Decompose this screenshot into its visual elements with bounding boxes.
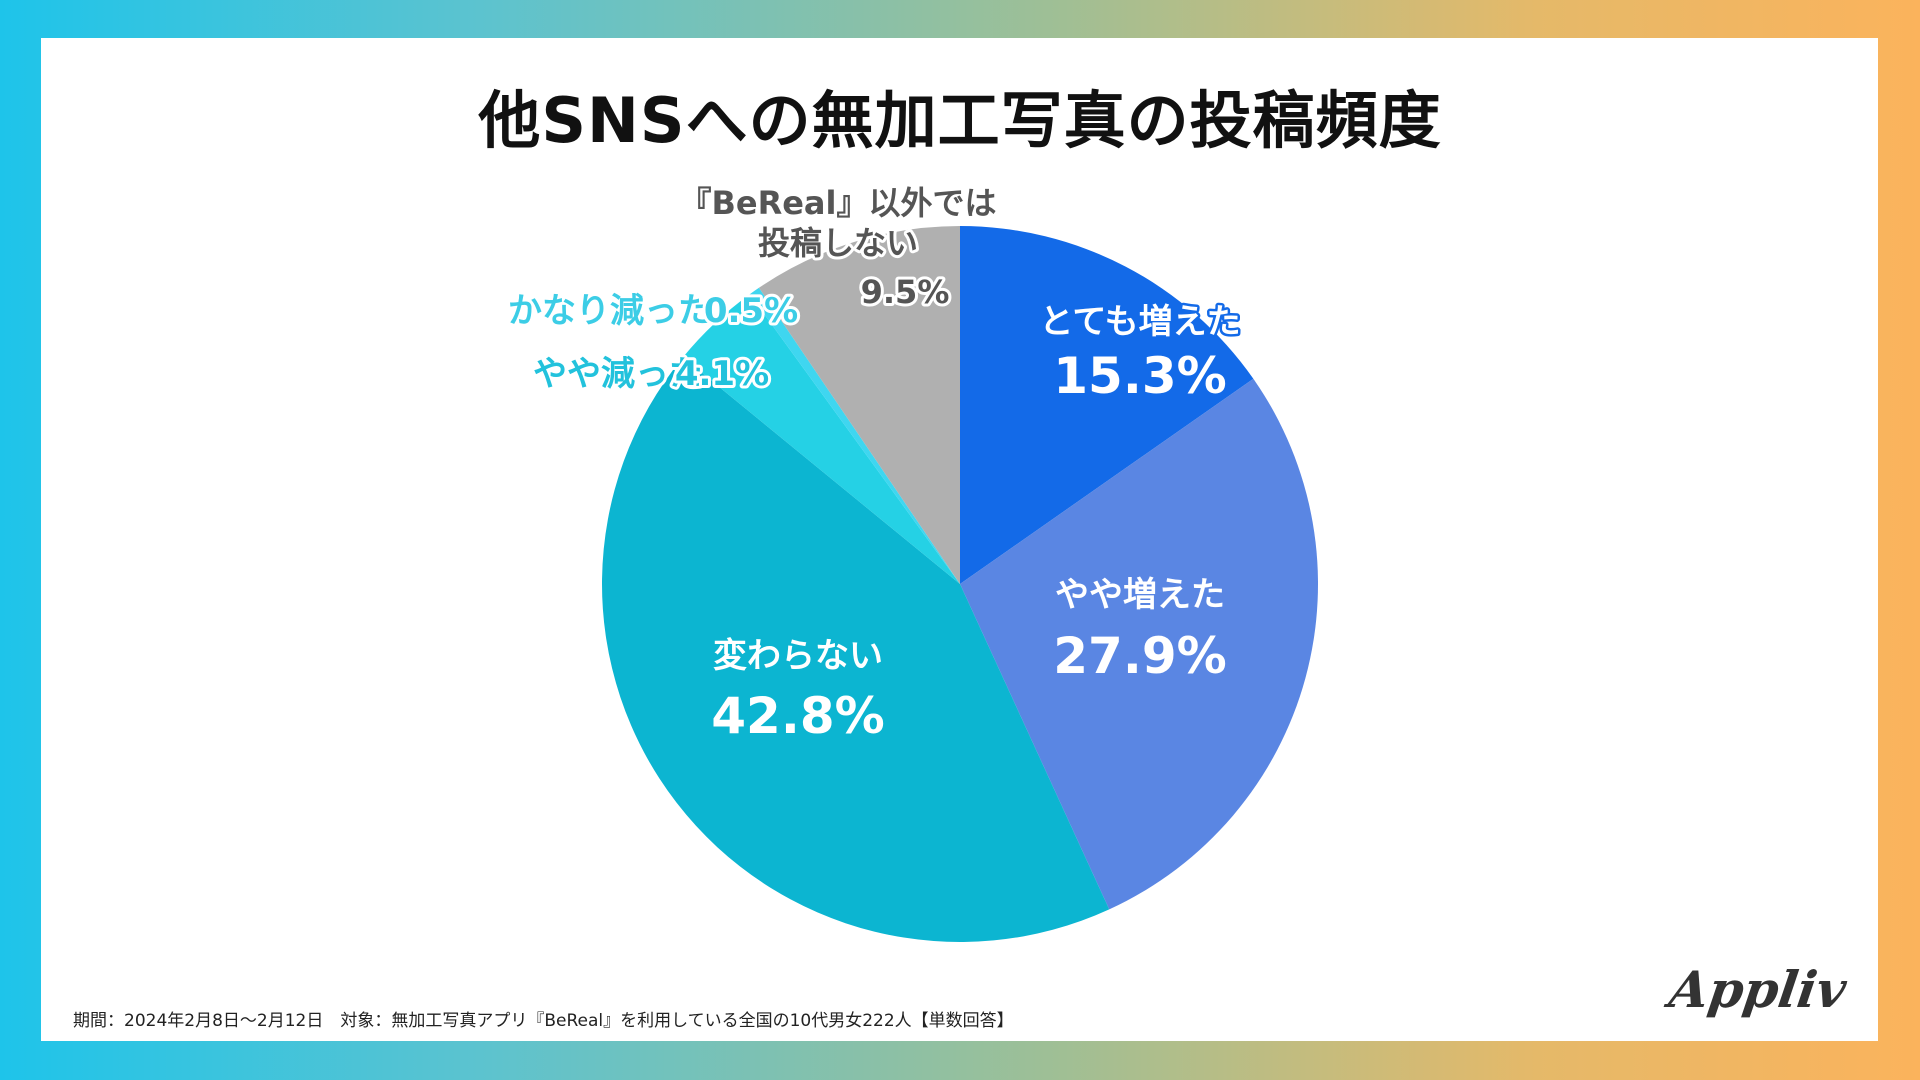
slice-slightly-decreased [682, 294, 960, 584]
slice-no-other-sns [758, 226, 960, 584]
pie-slices [602, 226, 1318, 943]
chart-title: 他SNSへの無加工写真の投稿頻度 [478, 84, 1442, 157]
label-greatly-decreased: かなり減った [508, 291, 712, 331]
pie-labels: とても増えた 15.3% やや増えた 27.9% 変わらない 42.8% やや減った4.1%… [505, 181, 1243, 748]
value-slightly-decreased: 4.1% [675, 354, 769, 394]
value-slightly-increased: 27.9% [1053, 627, 1226, 685]
value-very-increased: 15.3% [1053, 347, 1226, 405]
slice-greatly-decreased [749, 287, 960, 584]
label-very-increased: とても増えた [1039, 302, 1240, 342]
label-no-other-sns-line-2: 投稿しない [758, 224, 918, 262]
label-slightly-decreased: やや減った [533, 354, 703, 394]
slice-unchanged [602, 357, 1110, 943]
slice-slightly-increased [960, 378, 1318, 910]
label-slightly-increased: やや増えた [1055, 575, 1225, 615]
survey-footnote: 期間：2024年2月8日〜2月12日 対象：無加工写真アプリ『BeReal』を利… [73, 1011, 1014, 1031]
label-unchanged: 変わらない [713, 636, 883, 676]
label-no-other-sns-line-1: 『BeReal』以外では [679, 184, 996, 222]
value-greatly-decreased: 0.5% [704, 291, 798, 331]
slice-very-increased [960, 226, 1254, 584]
value-unchanged: 42.8% [711, 687, 884, 745]
appliv-logo: Appliv [1665, 960, 1850, 1019]
value-no-other-sns: 9.5% [861, 273, 950, 311]
